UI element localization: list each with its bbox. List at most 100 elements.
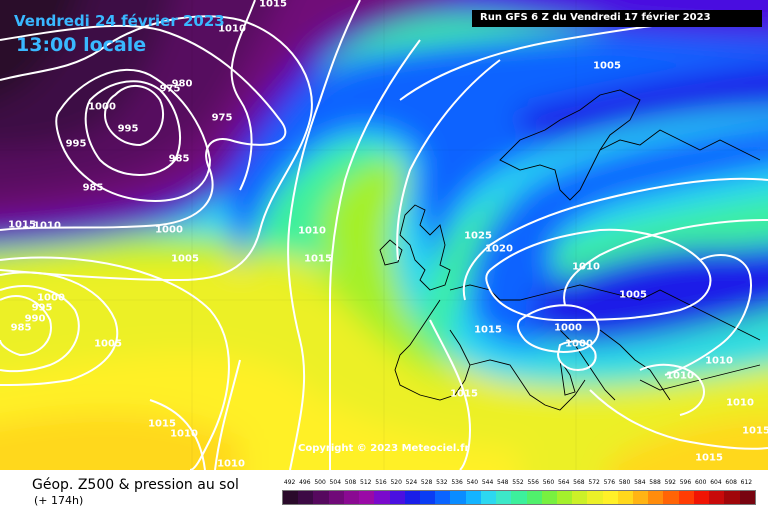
- color-scale-tick-label: 580: [618, 479, 631, 486]
- color-scale-tick-label: 524: [405, 479, 418, 486]
- isobar-label: 1005: [171, 253, 199, 265]
- color-scale-swatch: [419, 491, 436, 504]
- grid-lines: [0, 0, 768, 470]
- isobar-label: 975: [211, 112, 233, 124]
- color-scale-swatch: [663, 491, 679, 504]
- isobar-label: 1000: [565, 338, 593, 350]
- color-scale-tick-label: 544: [481, 479, 494, 486]
- color-scale-bar: [282, 490, 756, 505]
- isobar-label: 1010: [218, 23, 246, 35]
- color-scale-swatch: [283, 491, 299, 504]
- color-scale-tick-label: 588: [649, 479, 661, 486]
- isobar-label: 1010: [298, 225, 326, 237]
- color-scale-swatch: [526, 491, 542, 504]
- color-scale-swatch: [541, 491, 557, 504]
- color-scale-tick-label: 516: [375, 479, 387, 486]
- color-scale-swatch: [602, 491, 618, 504]
- isobar-label: 1010: [33, 220, 61, 232]
- color-scale-swatch: [465, 491, 481, 504]
- isobar-label: 1015: [474, 324, 502, 336]
- color-scale-swatch: [693, 491, 710, 504]
- isobar-label: 1005: [94, 338, 122, 350]
- run-info-box: [472, 10, 762, 27]
- isobar-label: 1000: [554, 322, 582, 334]
- color-scale-tick-label: 508: [344, 479, 357, 486]
- isobar-label: 1015: [742, 425, 768, 437]
- color-scale-swatch: [496, 491, 512, 504]
- color-scale-tick-label: 532: [436, 479, 448, 486]
- color-scale-tick-label: 504: [329, 479, 342, 486]
- isobar-label: 985: [82, 182, 104, 194]
- color-scale-tick-label: 500: [314, 479, 326, 486]
- color-scale-swatch: [450, 491, 466, 504]
- isobar-label: 990: [24, 313, 46, 325]
- isobar-label: 1000: [37, 292, 65, 304]
- color-scale-tick-label: 592: [664, 479, 676, 486]
- color-scale-swatch: [556, 491, 573, 504]
- isobar-label: 1015: [8, 219, 36, 231]
- isobar-label: 995: [65, 138, 87, 150]
- color-scale-tick-label: 600: [694, 479, 707, 486]
- isobar-label: 985: [10, 322, 32, 334]
- isobar-label: 1010: [572, 261, 600, 273]
- color-scale-swatch: [298, 491, 314, 504]
- color-scale-swatch: [617, 491, 634, 504]
- color-scale-swatch: [374, 491, 390, 504]
- color-scale-swatch: [480, 491, 497, 504]
- color-scale-swatch: [511, 491, 527, 504]
- color-scale-tick-label: 496: [299, 479, 311, 486]
- product-title: Géop. Z500 & pression au sol: [32, 477, 239, 493]
- color-scale-tick-label: 612: [740, 479, 753, 486]
- color-scale-tick-label: 604: [710, 479, 722, 486]
- color-scale-swatch: [739, 491, 755, 504]
- color-scale-swatch: [328, 491, 344, 504]
- color-scale-tick-label: 556: [527, 479, 539, 486]
- color-scale-tick-label: 528: [420, 479, 433, 486]
- isobar-label: 985: [168, 153, 190, 165]
- run-info-text: Run GFS 6 Z du Vendredi 17 février 2023: [480, 12, 711, 23]
- color-scale-tick-label: 520: [390, 479, 402, 486]
- color-scale-ticks: 492 496 500 504 508 512 516 520 524 528 532 536 540 5…: [282, 479, 754, 489]
- color-scale-tick-label: 596: [679, 479, 692, 486]
- color-scale-swatch: [724, 491, 740, 504]
- isobar-label: 1010: [170, 428, 198, 440]
- color-scale-swatch: [633, 491, 649, 504]
- color-scale-swatch: [435, 491, 451, 504]
- color-scale-tick-label: 492: [283, 479, 296, 486]
- forecast-hour-label: (+ 174h): [34, 494, 84, 507]
- color-scale-tick-label: 560: [542, 479, 555, 486]
- color-scale-tick-label: 564: [557, 479, 570, 486]
- color-scale-tick-label: 552: [512, 479, 524, 486]
- color-scale-swatch: [648, 491, 664, 504]
- color-scale-tick-label: 540: [466, 479, 479, 486]
- color-scale-swatch: [572, 491, 588, 504]
- color-scale-swatch: [678, 491, 694, 504]
- isobar-label: 1000: [155, 224, 183, 236]
- color-scale-swatch: [389, 491, 405, 504]
- color-scale-tick-label: 568: [573, 479, 585, 486]
- valid-time-title: 13:00 locale: [16, 34, 147, 56]
- isobar-label: 995: [31, 302, 53, 314]
- color-scale-swatch: [404, 491, 420, 504]
- color-scale-tick-label: 512: [360, 479, 372, 486]
- color-scale-tick-label: 584: [634, 479, 646, 486]
- color-scale-swatch: [313, 491, 329, 504]
- isobar-label: 1005: [619, 289, 647, 301]
- isobar-label: 1000: [88, 101, 116, 113]
- isobar-label: 975: [159, 83, 181, 95]
- isobar-label: 995: [117, 123, 139, 135]
- color-scale-tick-label: 608: [725, 479, 737, 486]
- color-scale-swatch: [587, 491, 603, 504]
- isobar-label: 1015: [695, 452, 723, 464]
- map-canvas: [0, 0, 768, 470]
- color-scale-tick-label: 576: [603, 479, 616, 486]
- isobar-label: 1015: [450, 388, 478, 400]
- isobar-label: 1010: [705, 355, 733, 367]
- isobars: [0, 0, 768, 470]
- color-scale-tick-label: 548: [497, 479, 509, 486]
- isobar-label: 1015: [304, 253, 332, 265]
- isobar-label: 1015: [148, 418, 176, 430]
- valid-date-title: Vendredi 24 février 2023: [14, 12, 225, 30]
- color-scale-tick-label: 536: [451, 479, 463, 486]
- isobar-label: 980: [171, 78, 193, 90]
